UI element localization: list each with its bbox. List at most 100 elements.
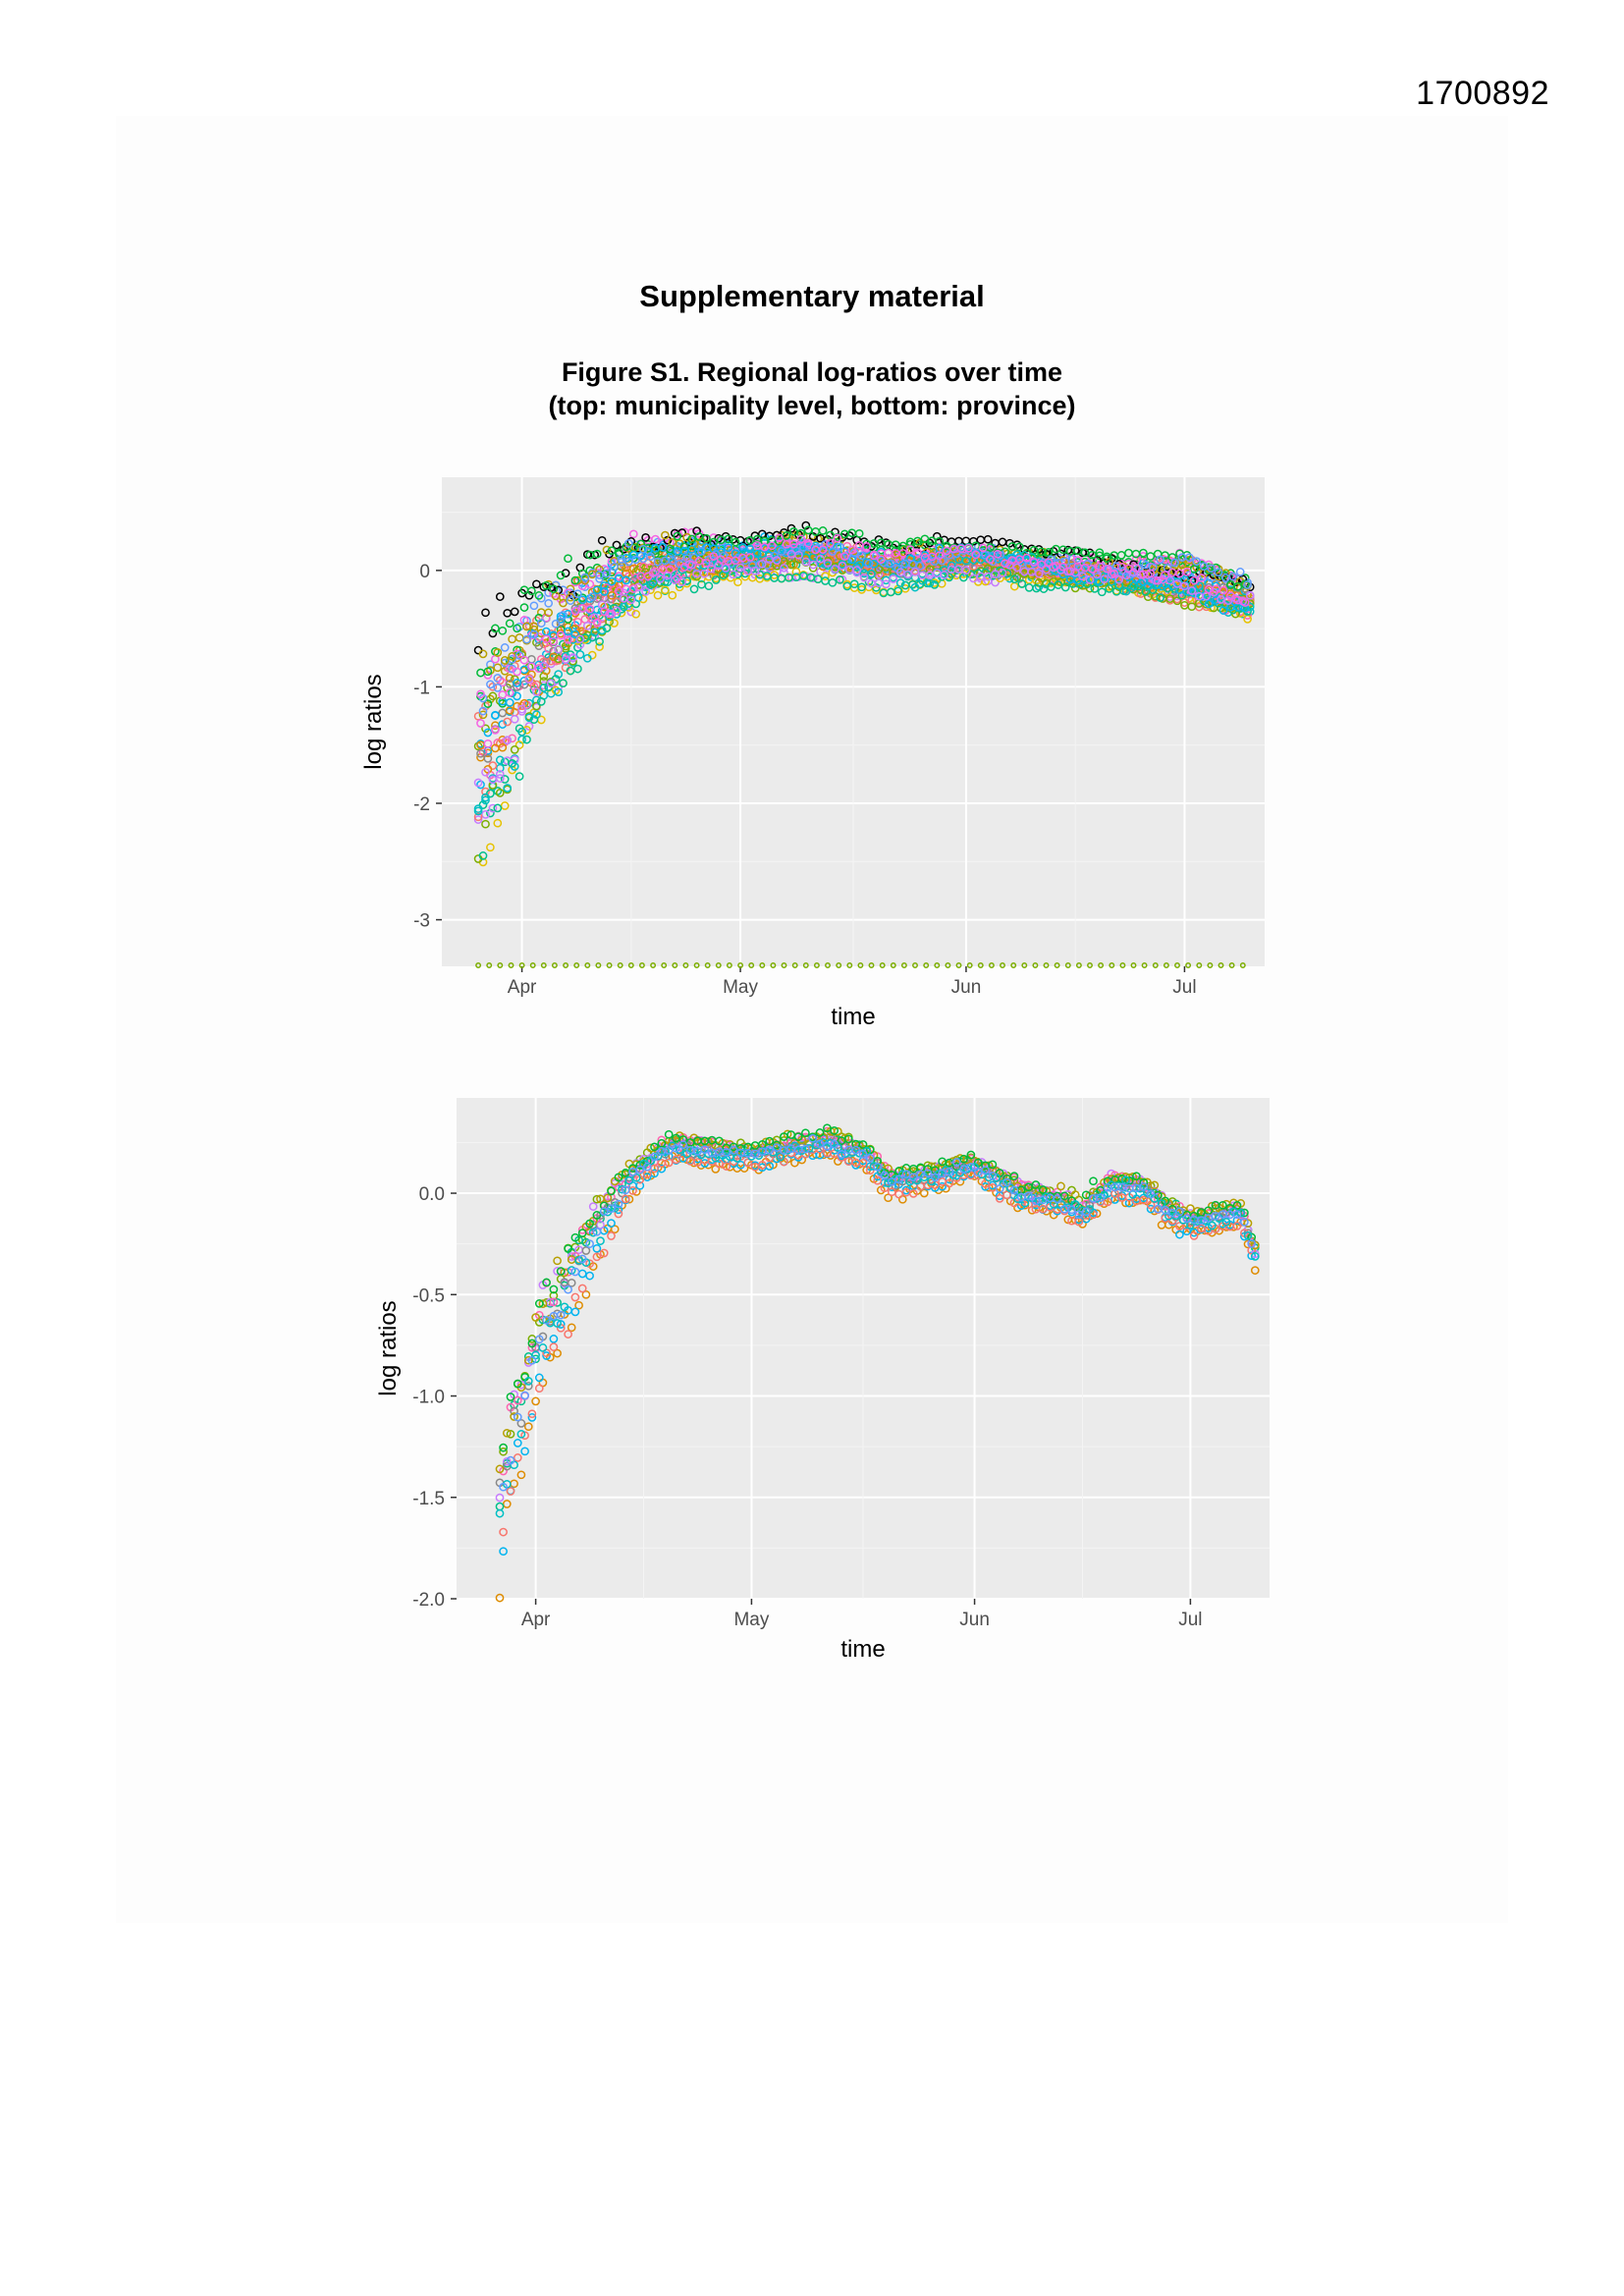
data-point [981, 550, 991, 560]
data-point [661, 530, 670, 540]
data-point [646, 552, 655, 562]
data-point [499, 1482, 508, 1492]
data-point [631, 609, 641, 619]
data-point [519, 655, 529, 665]
data-point [1174, 962, 1180, 968]
data-point [592, 1252, 602, 1262]
data-point [1054, 962, 1060, 968]
data-point [1032, 962, 1039, 968]
data-point [513, 683, 521, 691]
data-point [546, 679, 556, 688]
data-point [1095, 548, 1105, 558]
data-point [825, 962, 831, 968]
data-point [564, 1244, 572, 1253]
data-point [882, 579, 891, 589]
data-point [930, 580, 940, 589]
data-point [1103, 1197, 1112, 1207]
y-tick-label: 0 [419, 562, 430, 582]
data-point [1161, 1205, 1170, 1215]
data-point [600, 587, 609, 596]
data-point [830, 1125, 839, 1135]
data-point [1146, 1200, 1156, 1210]
data-point [506, 1487, 515, 1496]
data-point [541, 634, 551, 644]
data-point [491, 624, 500, 633]
data-point [1245, 602, 1255, 612]
data-point [495, 592, 505, 601]
data-point [998, 569, 1007, 577]
data-point [1228, 572, 1238, 581]
data-point [1235, 568, 1245, 576]
data-point [491, 710, 500, 720]
data-point [765, 1145, 775, 1155]
data-point [981, 576, 991, 586]
data-point [932, 531, 942, 541]
data-point [687, 561, 696, 570]
data-point [1156, 593, 1165, 602]
data-point [554, 644, 564, 654]
data-point [893, 586, 903, 596]
data-point [481, 724, 490, 734]
data-point [673, 574, 682, 583]
data-point [745, 544, 755, 554]
data-point [955, 962, 962, 968]
data-point [650, 1142, 659, 1152]
data-point [765, 1136, 775, 1146]
data-point [813, 962, 820, 968]
data-point [536, 697, 546, 706]
data-point [873, 1175, 883, 1185]
data-point [505, 706, 514, 715]
data-point [801, 557, 811, 567]
data-point [964, 543, 973, 553]
data-point [1232, 1201, 1242, 1210]
data-point [585, 1239, 594, 1248]
data-point [1037, 560, 1046, 570]
data-point [610, 619, 619, 628]
data-point [606, 962, 613, 968]
data-point [500, 775, 510, 784]
data-point [1010, 962, 1017, 968]
data-point [1060, 557, 1070, 567]
data-point [1185, 962, 1192, 968]
data-point [614, 1173, 623, 1182]
data-point [534, 664, 544, 674]
data-point [620, 602, 628, 612]
data-point [758, 1161, 767, 1170]
y-tick-label: -2.0 [412, 1590, 445, 1611]
y-tick-label: 0.0 [419, 1184, 445, 1205]
data-point [1087, 962, 1093, 968]
data-point [549, 1342, 559, 1351]
data-point [1009, 1172, 1019, 1180]
data-point [945, 962, 951, 968]
data-point [1081, 1207, 1091, 1217]
data-point [776, 1152, 785, 1162]
data-point [529, 601, 539, 611]
data-point [1212, 596, 1220, 605]
data-point [884, 1193, 893, 1203]
data-point [678, 1140, 688, 1150]
data-point [942, 541, 951, 551]
data-point [529, 625, 539, 634]
data-point [522, 725, 531, 735]
data-point [506, 1429, 515, 1439]
data-point [650, 962, 657, 968]
data-point [1196, 962, 1203, 968]
data-point [559, 611, 568, 620]
data-point [780, 563, 788, 573]
data-point [524, 713, 534, 723]
data-point [549, 1297, 559, 1307]
data-point [1075, 962, 1082, 968]
data-point [636, 539, 646, 549]
data-point [592, 1194, 602, 1204]
data-point [1150, 1180, 1160, 1190]
data-point [522, 634, 531, 644]
data-point [602, 624, 612, 632]
data-point [1049, 546, 1058, 556]
data-point [692, 572, 701, 581]
data-point [735, 563, 745, 573]
data-point [476, 719, 485, 728]
data-point [1088, 565, 1097, 574]
data-point [495, 770, 505, 779]
data-point [815, 1139, 825, 1148]
data-point [493, 803, 503, 813]
